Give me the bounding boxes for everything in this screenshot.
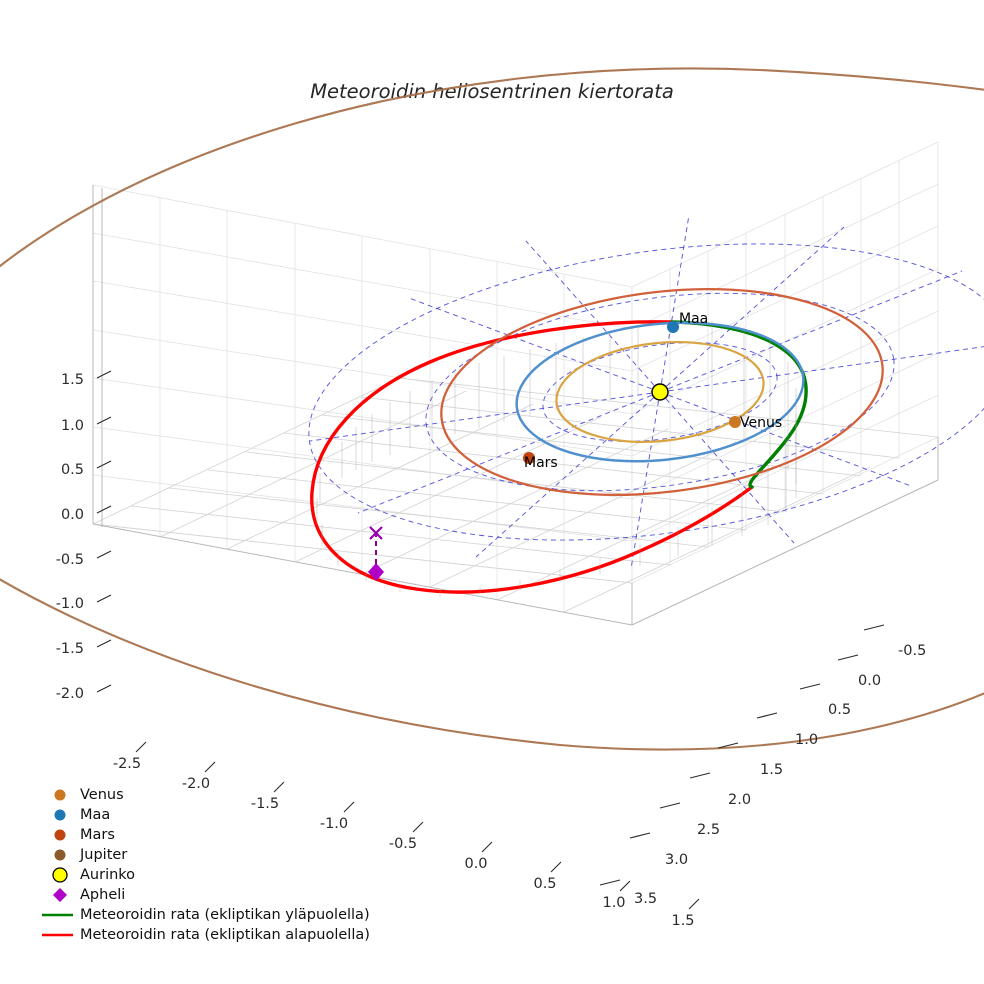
legend-label-apheli: Apheli: [80, 887, 125, 903]
legend-item-maa[interactable]: Maa: [54, 807, 111, 823]
legend-label-venus: Venus: [80, 787, 124, 803]
aphelion-projection-x-icon: [369, 526, 383, 540]
orbit-mars: [440, 287, 884, 497]
legend-label-orbit-above: Meteoroidin rata (ekliptikan yläpuolella…: [80, 907, 370, 923]
pane-floor: [93, 385, 938, 583]
legend-item-venus[interactable]: Venus: [54, 787, 124, 803]
y-tick-8: 3.5: [634, 891, 657, 907]
venus-marker: [729, 416, 741, 428]
legend-item-aurinko[interactable]: Aurinko: [52, 867, 135, 883]
planet-venus-group: Venus: [729, 415, 782, 431]
z-tick-5: -1.0: [56, 596, 84, 612]
aphelion-marker-group: [368, 526, 384, 581]
y-tick-7: 3.0: [665, 852, 688, 868]
y-tick-2: 0.5: [828, 702, 851, 718]
planet-mars-group: Mars: [523, 452, 558, 471]
legend-marker-jupiter-icon: [54, 849, 66, 861]
x-tick-8: 1.5: [671, 913, 694, 929]
mars-marker: [523, 452, 535, 464]
legend-marker-venus-icon: [54, 789, 66, 801]
y-tick-6: 2.5: [697, 822, 720, 838]
z-tick-7: -2.0: [56, 686, 84, 702]
y-tick-3: 1.0: [795, 732, 818, 748]
y-tick-4: 1.5: [760, 762, 783, 778]
sun-marker: [651, 383, 669, 401]
legend-item-apheli[interactable]: Apheli: [53, 887, 125, 903]
legend-marker-maa-icon: [54, 809, 66, 821]
orbit-earth: [515, 321, 805, 463]
legend-item-mars[interactable]: Mars: [54, 827, 115, 843]
x-tick-1: -2.0: [182, 776, 210, 792]
earth-label: Maa: [679, 311, 708, 327]
legend-label-mars: Mars: [80, 827, 115, 843]
grid-left-wall: [92, 184, 633, 625]
x-tick-2: -1.5: [251, 796, 279, 812]
x-tick-3: -1.0: [320, 816, 348, 832]
z-tick-6: -1.5: [56, 641, 84, 657]
x-tick-4: -0.5: [389, 836, 417, 852]
mars-label: Mars: [524, 455, 558, 471]
x-tick-5: 0.0: [464, 856, 487, 872]
legend-item-orbit-below[interactable]: Meteoroidin rata (ekliptikan alapuolella…: [42, 927, 370, 943]
x-tick-7: 1.0: [602, 895, 625, 911]
orbit-venus: [555, 340, 765, 444]
legend-marker-aurinko-icon: [52, 867, 68, 883]
legend-label-orbit-below: Meteoroidin rata (ekliptikan alapuolella…: [80, 927, 370, 943]
legend-label-aurinko: Aurinko: [80, 867, 135, 883]
z-tick-2: 0.5: [61, 462, 84, 478]
earth-marker: [667, 321, 679, 333]
orbit-jupiter: [0, 67, 984, 751]
legend-item-orbit-above[interactable]: Meteoroidin rata (ekliptikan yläpuolella…: [42, 907, 370, 923]
y-tick-0: -0.5: [898, 643, 926, 659]
aphelion-diamond-marker: [368, 563, 384, 581]
z-tick-3: 0.0: [61, 507, 84, 523]
page-title: Meteoroidin heliosentrinen kiertorata: [310, 80, 674, 103]
planet-earth-group: Maa: [667, 311, 708, 333]
z-tick-1: 1.0: [61, 418, 84, 434]
x-tick-0: -2.5: [113, 756, 141, 772]
x-tick-6: 0.5: [533, 876, 556, 892]
y-tick-1: 0.0: [858, 673, 881, 689]
meteoroid-orbit-above-ecliptic: [670, 320, 808, 489]
legend: Venus Maa Mars Jupiter Aurinko Apheli: [42, 787, 370, 943]
y-tick-5: 2.0: [728, 792, 751, 808]
z-tick-4: -0.5: [56, 552, 84, 568]
venus-label: Venus: [740, 415, 782, 431]
z-tick-0: 1.5: [61, 372, 84, 388]
legend-marker-mars-icon: [54, 829, 66, 841]
y-axis-ticks: -0.5 0.0 0.5 1.0 1.5 2.0 2.5 3.0 3.5: [599, 624, 926, 907]
legend-item-jupiter[interactable]: Jupiter: [54, 847, 128, 863]
x-axis-ticks: -2.5 -2.0 -1.5 -1.0 -0.5 0.0 0.5 1.0 1.5: [113, 741, 700, 929]
legend-marker-apheli-icon: [53, 888, 67, 902]
z-axis-ticks: 1.5 1.0 0.5 0.0 -0.5 -1.0 -1.5 -2.0: [56, 370, 112, 702]
legend-label-maa: Maa: [80, 807, 110, 823]
legend-label-jupiter: Jupiter: [79, 847, 127, 863]
